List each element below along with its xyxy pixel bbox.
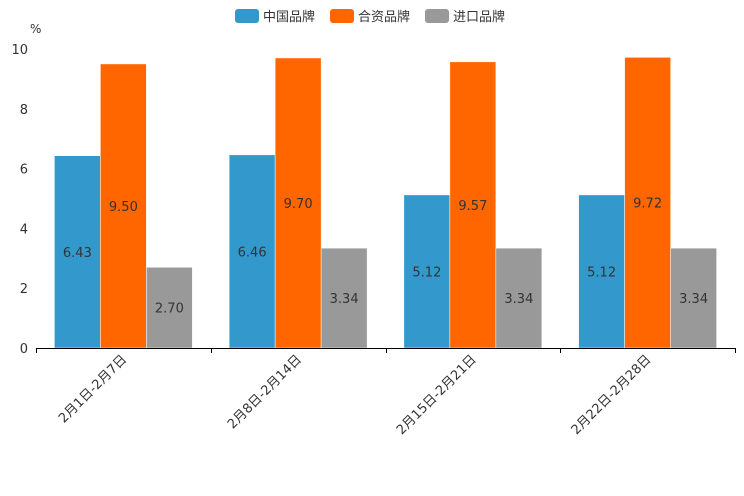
bar-series1-cat1 bbox=[54, 155, 101, 349]
y-tick-label: 8 bbox=[20, 103, 28, 118]
y-axis: 0 2 4 6 8 10 bbox=[11, 43, 28, 357]
x-axis: 2月1日-2月7日 2月8日-2月14日 2月15日-2月21日 2月22日-2月28… bbox=[36, 348, 736, 438]
y-tick-label: 2 bbox=[20, 282, 28, 297]
legend-swatch-3 bbox=[425, 9, 449, 23]
legend-swatch-2 bbox=[330, 9, 354, 23]
bar-series2-cat1 bbox=[100, 63, 147, 349]
x-category-label: 2月8日-2月14日 bbox=[225, 352, 305, 432]
bar-series2-cat4 bbox=[624, 57, 671, 349]
bar-series3-cat4 bbox=[670, 247, 717, 349]
data-label: 6.46 bbox=[238, 245, 267, 260]
data-label: 9.57 bbox=[458, 199, 487, 214]
x-category-label: 2月15日-2月21日 bbox=[394, 352, 480, 438]
bar-series3-cat2 bbox=[320, 247, 368, 349]
data-label: 9.50 bbox=[109, 200, 138, 215]
data-label: 5.12 bbox=[412, 265, 441, 280]
legend-label-1: 中国品牌 bbox=[263, 9, 315, 25]
data-label: 9.70 bbox=[284, 197, 313, 212]
y-tick-label: 0 bbox=[20, 342, 28, 357]
data-label: 2.70 bbox=[155, 302, 184, 317]
data-label: 3.34 bbox=[504, 292, 533, 307]
y-tick-label: 4 bbox=[20, 222, 28, 237]
data-label: 5.12 bbox=[587, 265, 616, 280]
y-axis-unit: % bbox=[30, 22, 41, 36]
legend-swatch-1 bbox=[235, 9, 259, 23]
x-category-label: 2月22日-2月28日 bbox=[569, 352, 655, 438]
y-tick-label: 10 bbox=[11, 43, 28, 58]
bar-series1-cat2 bbox=[228, 154, 276, 349]
data-label: 9.72 bbox=[633, 197, 662, 212]
bar-series2-cat3 bbox=[449, 61, 497, 349]
x-category-label: 2月1日-2月7日 bbox=[56, 352, 130, 426]
legend-label-2: 合资品牌 bbox=[358, 9, 410, 25]
data-labels: 6.43 9.50 2.70 6.46 9.70 3.34 5.12 9.57 3.34 5.12… bbox=[63, 197, 708, 317]
data-label: 3.34 bbox=[330, 292, 359, 307]
data-label: 3.34 bbox=[679, 292, 708, 307]
y-tick-label: 6 bbox=[20, 163, 28, 178]
bar-series3-cat1 bbox=[146, 267, 193, 349]
legend: 中国品牌 合资品牌 进口品牌 bbox=[235, 9, 505, 25]
bar-series1-cat4 bbox=[578, 194, 625, 349]
bars bbox=[54, 57, 717, 349]
data-label: 6.43 bbox=[63, 246, 92, 261]
bar-series2-cat2 bbox=[274, 57, 322, 349]
legend-label-3: 进口品牌 bbox=[453, 9, 505, 25]
